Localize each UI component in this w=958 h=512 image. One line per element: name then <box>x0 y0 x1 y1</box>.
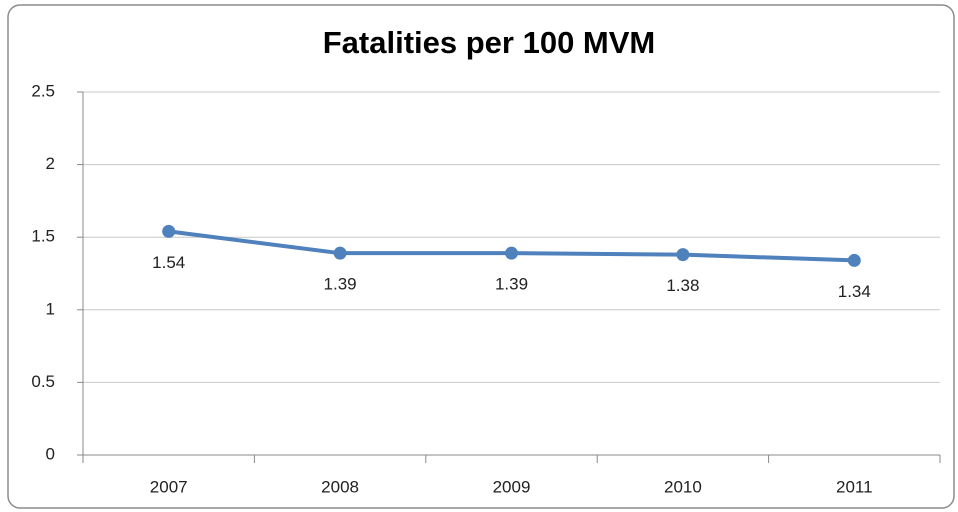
x-tick-label: 2010 <box>664 477 702 496</box>
data-point <box>505 246 518 260</box>
data-point <box>676 248 690 262</box>
chart-frame <box>7 4 955 509</box>
x-tick-label: 2009 <box>493 477 531 496</box>
y-tick-label: 1 <box>46 299 55 318</box>
data-point <box>847 253 861 267</box>
x-tick-label: 2011 <box>836 477 873 496</box>
x-tick-label: 2008 <box>321 477 359 496</box>
chart-title: Fatalities per 100 MVM <box>323 25 656 60</box>
data-label: 1.39 <box>324 275 357 294</box>
y-tick-label: 2.5 <box>31 81 55 100</box>
x-tick-label: 2007 <box>150 477 188 496</box>
y-tick-label: 0.5 <box>31 372 55 391</box>
data-label: 1.39 <box>495 275 528 294</box>
data-point <box>333 246 347 260</box>
y-tick-label: 2 <box>46 154 55 173</box>
data-label: 1.38 <box>666 276 699 295</box>
y-tick-label: 1.5 <box>31 227 55 246</box>
data-label: 1.54 <box>152 253 185 272</box>
data-point <box>162 224 176 238</box>
data-label: 1.34 <box>838 282 871 301</box>
y-tick-label: 0 <box>46 444 55 463</box>
